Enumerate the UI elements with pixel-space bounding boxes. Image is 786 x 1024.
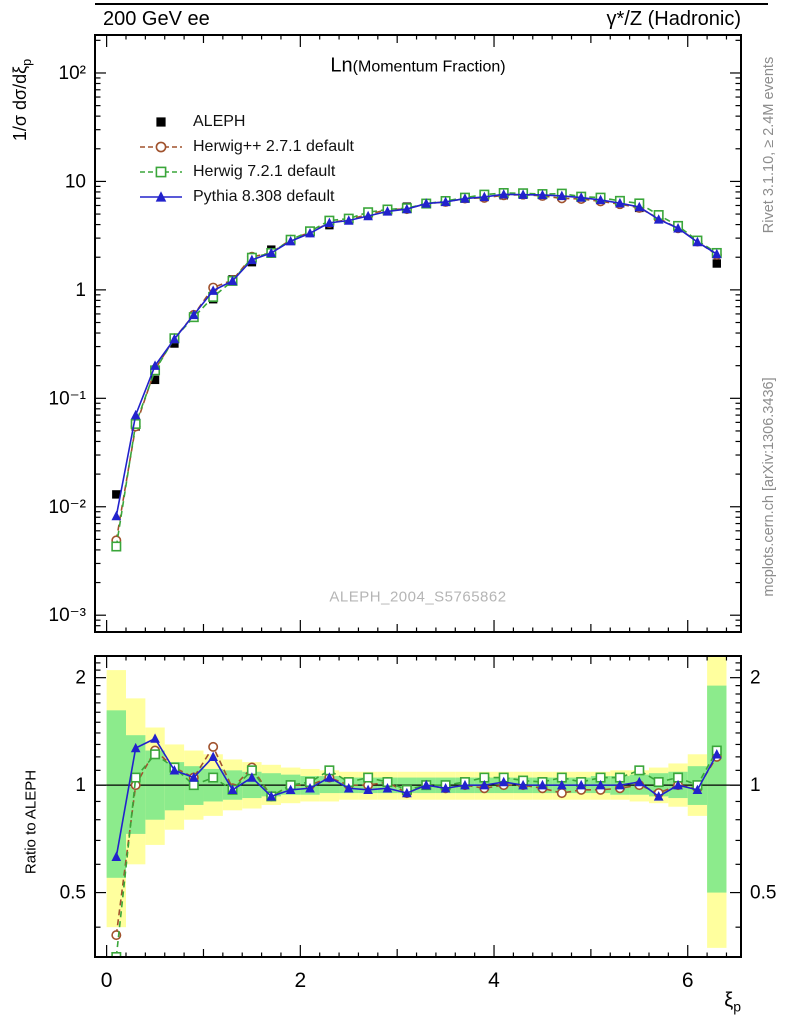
y-axis-label-main: 1/σ dσ/dξp xyxy=(10,58,34,142)
mcplots-citation-note: mcplots.cern.ch [arXiv:1306.3436] xyxy=(761,377,777,597)
rivet-version-note: Rivet 3.1.10, ≥ 2.4M events xyxy=(761,56,777,234)
y-tick-label-main: 10⁻³ xyxy=(49,605,87,626)
y-tick-label-main: 10 xyxy=(65,171,86,192)
green-band-bin xyxy=(106,710,126,878)
plot-title: Ln(Momentum Fraction) xyxy=(330,55,505,78)
y-axis-label-ratio: Ratio to ALEPH xyxy=(22,769,40,875)
y-tick-label-ratio-right: 0.5 xyxy=(750,883,776,904)
legend-marker-herwig-2-7-1-default-icon xyxy=(140,141,182,152)
legend-label: Herwig++ 2.7.1 default xyxy=(193,137,354,155)
legend-label: ALEPH xyxy=(193,112,246,130)
ratio-series-pythia-8-308-default xyxy=(111,733,722,861)
legend-item-herwig-2-7-1-default: Herwig++ 2.7.1 default xyxy=(138,134,354,159)
y-tick-label-ratio-right: 2 xyxy=(750,668,761,689)
legend-item-pythia-8-308-default: Pythia 8.308 default xyxy=(138,184,354,209)
main-panel-frame xyxy=(94,34,742,633)
legend: ALEPH Herwig++ 2.7.1 default Herwig 7.2.1 … xyxy=(138,109,354,209)
ratio-uncertainty-bands xyxy=(106,656,727,948)
x-tick-label: 0 xyxy=(101,969,113,992)
main-series-pythia-8-308-default xyxy=(111,189,722,521)
x-tick-label: 4 xyxy=(488,969,500,992)
legend-item-aleph: ALEPH xyxy=(138,109,354,134)
green-band-bin xyxy=(164,762,185,811)
legend-marker-herwig-7-2-1-default-icon xyxy=(140,166,182,177)
axis-ticks: 10⁻³ 10⁻² 10⁻¹ 1 10 10² 0 2 4 6 0.5 0.5 1 1 2 2 xyxy=(49,35,776,992)
y-tick-label-ratio-left: 2 xyxy=(75,668,86,689)
plot-title-sub: (Momentum Fraction) xyxy=(352,58,506,76)
header-beam-energy: 200 GeV ee xyxy=(103,8,210,30)
analysis-watermark: ALEPH_2004_S5765862 xyxy=(329,588,507,606)
legend-marker-aleph-icon xyxy=(156,116,166,127)
y-tick-label-main: 10⁻² xyxy=(49,497,87,518)
main-series-herwig-2-7-1-default xyxy=(111,189,722,546)
y-tick-label-ratio-right: 1 xyxy=(750,775,761,796)
x-tick-label: 2 xyxy=(294,969,306,992)
plot-title-main: Ln xyxy=(330,54,353,77)
main-series-aleph xyxy=(112,190,721,499)
legend-item-herwig-7-2-1-default: Herwig 7.2.1 default xyxy=(138,159,354,184)
x-axis-label: ξp xyxy=(724,989,741,1015)
y-tick-label-ratio-left: 1 xyxy=(75,775,86,796)
y-tick-label-main: 10² xyxy=(59,63,86,84)
legend-label: Herwig 7.2.1 default xyxy=(193,162,336,180)
main-series-herwig-7-2-1-default xyxy=(111,188,722,552)
legend-label: Pythia 8.308 default xyxy=(193,187,335,205)
ratio-panel-frame xyxy=(94,655,742,958)
legend-marker-pythia-8-308-default-icon xyxy=(140,190,182,202)
y-tick-label-ratio-left: 0.5 xyxy=(60,883,86,904)
y-tick-label-main: 1 xyxy=(75,280,86,301)
x-tick-label: 6 xyxy=(682,969,694,992)
y-tick-label-main: 10⁻¹ xyxy=(49,388,87,409)
green-band-bin xyxy=(707,685,727,893)
header-process: γ*/Z (Hadronic) xyxy=(606,8,741,30)
